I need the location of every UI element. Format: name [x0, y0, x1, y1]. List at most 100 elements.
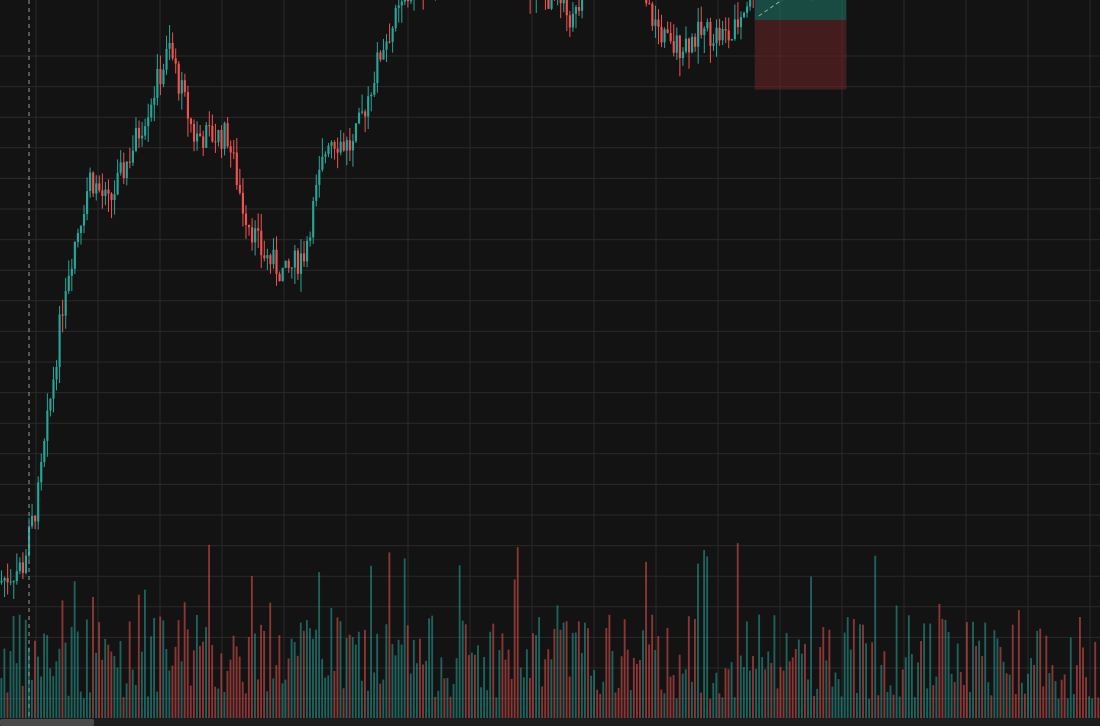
- volume-bar: [651, 614, 654, 718]
- volume-bar: [599, 693, 602, 718]
- volume-bar: [761, 657, 764, 718]
- volume-bar: [956, 643, 959, 718]
- candle-body: [724, 29, 727, 31]
- candle-body: [3, 578, 6, 581]
- candle-body: [186, 92, 189, 119]
- volume-bar: [382, 679, 385, 718]
- volume-bar: [464, 624, 467, 718]
- candle-body: [18, 562, 21, 572]
- volume-bar: [318, 572, 321, 718]
- candle-body: [116, 172, 119, 195]
- volume-bar: [538, 617, 541, 718]
- candle-body: [681, 51, 684, 59]
- candle-body: [687, 38, 691, 53]
- candle-body: [0, 580, 3, 583]
- volume-bar: [1002, 661, 1005, 718]
- volume-bar: [260, 624, 262, 718]
- candle-body: [345, 140, 348, 151]
- volume-bar: [837, 679, 840, 718]
- candle-body: [6, 578, 9, 583]
- volume-bar: [593, 669, 596, 718]
- volume-bar: [461, 620, 464, 718]
- stop-zone: [754, 20, 847, 90]
- candle-body: [400, 1, 403, 6]
- volume-bar: [1069, 637, 1072, 718]
- long-position-tool[interactable]: [754, 0, 847, 90]
- volume-bar: [330, 607, 333, 718]
- volume-bar: [1051, 665, 1054, 718]
- volume-bar: [541, 686, 544, 718]
- volume-bar: [917, 662, 919, 718]
- candle-body: [700, 21, 703, 36]
- volume-bar: [229, 659, 232, 718]
- volume-bar: [360, 680, 363, 718]
- candle-body: [37, 482, 40, 522]
- volume-bar: [969, 691, 971, 718]
- volume-bar: [559, 629, 562, 718]
- candle-body: [82, 214, 86, 226]
- volume-bar: [1085, 677, 1087, 718]
- volume-bar: [373, 672, 376, 718]
- volume-bar: [477, 645, 479, 718]
- volume-bar: [474, 654, 476, 718]
- volume-bar: [788, 661, 791, 718]
- volume-bar: [1063, 674, 1066, 718]
- volume-bar: [434, 696, 437, 718]
- volume-bar: [648, 644, 651, 718]
- horizontal-scrollbar[interactable]: [0, 718, 1100, 726]
- volume-bar: [724, 668, 727, 718]
- volume-bar: [156, 691, 159, 718]
- volume-bar: [388, 552, 391, 718]
- candle-body: [257, 228, 260, 231]
- volume-bar: [150, 636, 152, 718]
- volume-bar: [804, 643, 806, 718]
- volume-bar: [904, 657, 907, 718]
- volume-bar: [137, 594, 140, 718]
- candle-body: [718, 27, 721, 41]
- volume-bar: [920, 641, 922, 718]
- candle-body: [315, 184, 318, 201]
- candle-body: [147, 117, 150, 127]
- volume-bar: [544, 659, 547, 718]
- volume-bar: [602, 681, 605, 718]
- volume-bar: [504, 659, 507, 718]
- candle-body: [577, 7, 581, 11]
- candle-body: [306, 240, 309, 262]
- volume-bar: [785, 633, 788, 718]
- volume-bar: [932, 685, 935, 718]
- volume-bar: [663, 693, 666, 718]
- volume-bar: [831, 686, 834, 718]
- volume-bar: [336, 617, 339, 718]
- volume-bar: [736, 543, 739, 718]
- volume-bar: [125, 683, 128, 718]
- candle-body: [712, 43, 715, 46]
- volume-bar: [910, 653, 913, 718]
- volume-bar: [852, 619, 855, 718]
- candle-body: [272, 249, 275, 265]
- volume-bar: [874, 555, 877, 718]
- volume-bar: [95, 652, 97, 718]
- scrollbar-thumb[interactable]: [0, 719, 94, 726]
- volume-bar: [620, 656, 623, 718]
- candle-body: [58, 314, 61, 367]
- candle-body: [715, 27, 718, 44]
- candle-body: [153, 97, 156, 105]
- volume-bar: [208, 544, 211, 718]
- volume-bar: [672, 675, 675, 718]
- volume-bar: [513, 579, 516, 718]
- candle-body: [645, 0, 648, 4]
- candle-body: [156, 68, 159, 98]
- candlestick-series[interactable]: [0, 0, 1099, 600]
- volume-bar: [489, 631, 492, 718]
- volume-bar: [901, 669, 904, 718]
- volume-bar: [110, 651, 113, 718]
- candle-body: [379, 52, 382, 60]
- volume-bar: [745, 621, 748, 718]
- volume-bar: [813, 695, 816, 718]
- volume-bar: [70, 626, 73, 718]
- candle-body: [21, 562, 24, 573]
- volume-bar: [553, 628, 556, 718]
- volume-bar: [666, 627, 669, 718]
